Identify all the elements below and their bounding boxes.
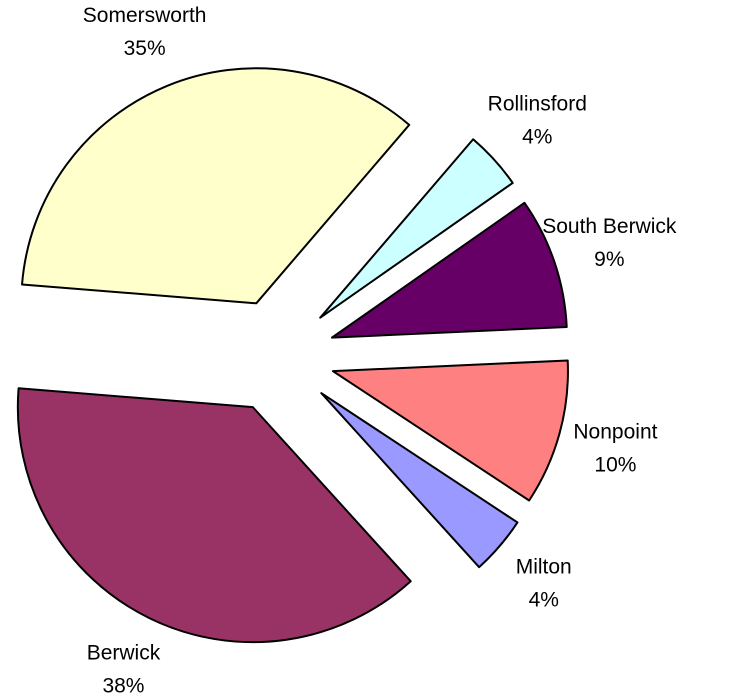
slice-label: Berwick bbox=[87, 642, 161, 665]
slice-label: Milton bbox=[516, 555, 572, 578]
pie-slice bbox=[331, 359, 569, 502]
pie-slice bbox=[21, 67, 411, 305]
slice-value-label: 35% bbox=[124, 37, 166, 60]
slice-value-label: 38% bbox=[102, 675, 144, 698]
slice-label: Rollinsford bbox=[488, 92, 587, 115]
pie-slice bbox=[330, 201, 568, 339]
slice-value-label: 4% bbox=[529, 588, 559, 611]
slice-label: South Berwick bbox=[542, 215, 677, 238]
pie-slice bbox=[320, 392, 519, 569]
slice-label: Somersworth bbox=[83, 4, 207, 27]
slice-value-label: 9% bbox=[594, 248, 624, 271]
slice-value-label: 10% bbox=[594, 453, 636, 476]
pie-slice bbox=[319, 138, 514, 319]
pie-slice bbox=[16, 387, 412, 644]
slice-value-label: 4% bbox=[522, 125, 552, 148]
slice-label: Nonpoint bbox=[573, 420, 657, 443]
